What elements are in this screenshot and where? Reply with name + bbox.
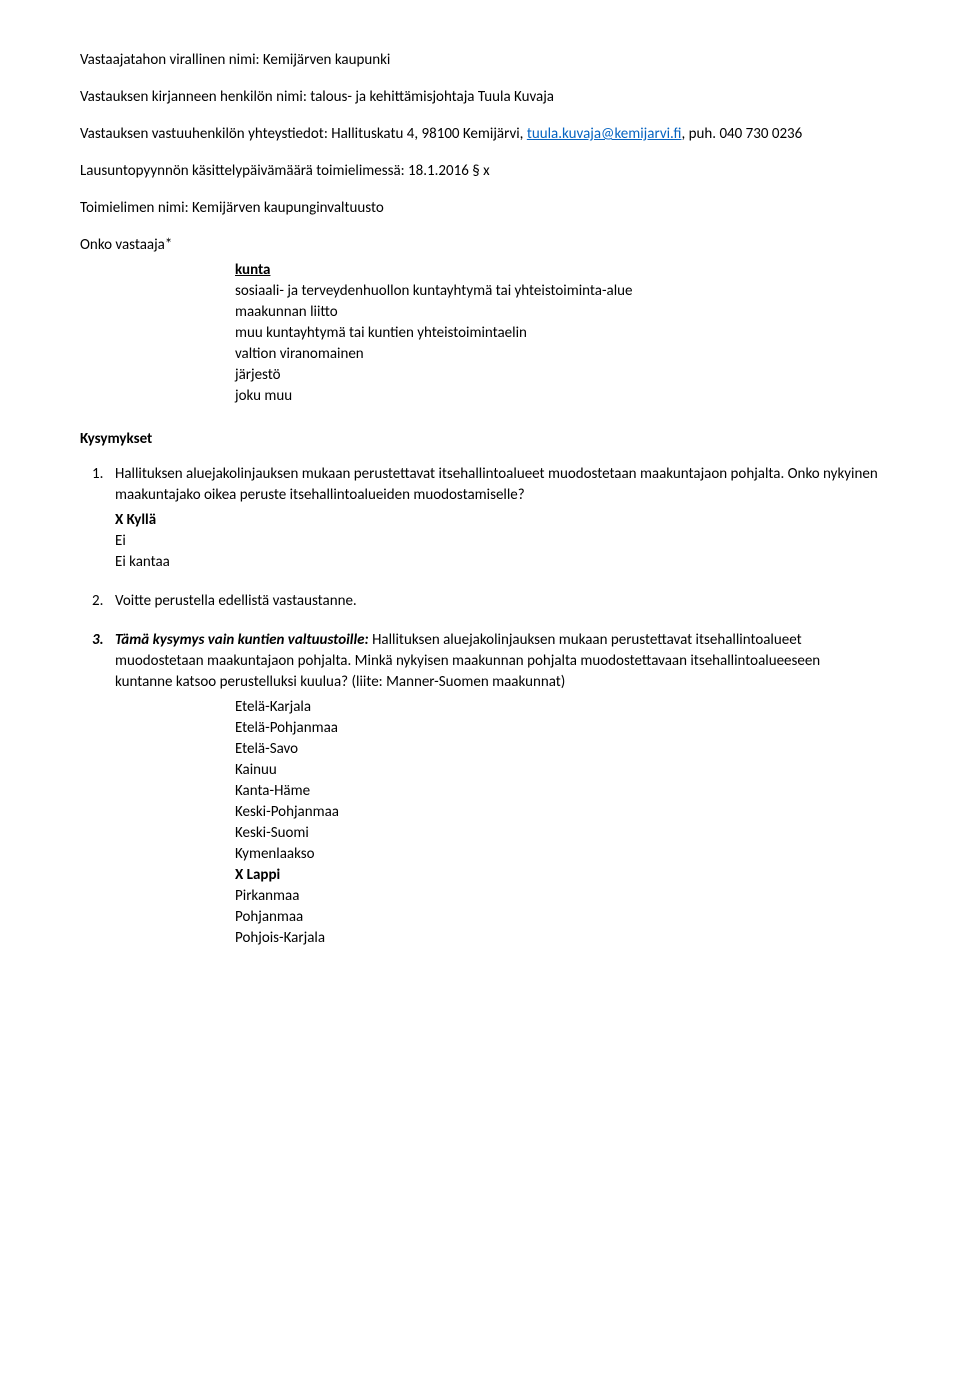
intro-line-4: Lausuntopyynnön käsittelypäivämäärä toim… [80, 161, 880, 182]
region-keski-suomi: Keski-Suomi [235, 823, 880, 844]
q2-text: Voitte perustella edellistä vastaustanne… [115, 592, 357, 610]
region-kainuu: Kainuu [235, 760, 880, 781]
option-jarjesto: järjestö [235, 365, 880, 386]
email-link[interactable]: tuula.kuvaja@kemijarvi.fi [527, 125, 682, 143]
option-maakunta: maakunnan liitto [235, 302, 880, 323]
intro-line-2: Vastauksen kirjanneen henkilön nimi: tal… [80, 87, 880, 108]
intro-line-6: Onko vastaaja* [80, 235, 880, 256]
region-pohjois-karjala: Pohjois-Karjala [235, 928, 880, 949]
contact-suffix: , puh. 040 730 0236 [681, 125, 802, 143]
q1-answer-no: Ei [115, 531, 880, 552]
q1-text: Hallituksen aluejakolinjauksen mukaan pe… [115, 465, 878, 504]
option-sote: sosiaali- ja terveydenhuollon kuntayhtym… [235, 281, 880, 302]
questions-heading: Kysymykset [80, 429, 880, 450]
region-lappi: X Lappi [235, 865, 880, 886]
intro-line-5: Toimielimen nimi: Kemijärven kaupunginva… [80, 198, 880, 219]
intro-line-1: Vastaajatahon virallinen nimi: Kemijärve… [80, 50, 880, 71]
contact-prefix: Vastauksen vastuuhenkilön yhteystiedot: … [80, 125, 527, 143]
option-muu-kuntayhtyma: muu kuntayhtymä tai kuntien yhteistoimin… [235, 323, 880, 344]
region-keski-pohjanmaa: Keski-Pohjanmaa [235, 802, 880, 823]
q3-emphasis: Tämä kysymys vain kuntien valtuustoille: [115, 631, 369, 649]
question-3: Tämä kysymys vain kuntien valtuustoille:… [80, 630, 880, 949]
intro-line-3: Vastauksen vastuuhenkilön yhteystiedot: … [80, 124, 880, 145]
q1-answers: X Kyllä Ei Ei kantaa [115, 510, 880, 573]
region-pirkanmaa: Pirkanmaa [235, 886, 880, 907]
region-etela-pohjanmaa: Etelä-Pohjanmaa [235, 718, 880, 739]
question-2: Voitte perustella edellistä vastaustanne… [80, 591, 880, 612]
questions-list: Hallituksen aluejakolinjauksen mukaan pe… [80, 464, 880, 949]
q1-answer-none: Ei kantaa [115, 552, 880, 573]
region-etela-savo: Etelä-Savo [235, 739, 880, 760]
question-1: Hallituksen aluejakolinjauksen mukaan pe… [80, 464, 880, 573]
q1-answer-yes: X Kyllä [115, 510, 880, 531]
respondent-options: kunta sosiaali- ja terveydenhuollon kunt… [235, 260, 880, 407]
option-valtio: valtion viranomainen [235, 344, 880, 365]
region-kanta-hame: Kanta-Häme [235, 781, 880, 802]
option-kunta: kunta [235, 260, 880, 281]
q3-regions: Etelä-Karjala Etelä-Pohjanmaa Etelä-Savo… [235, 697, 880, 949]
region-kymenlaakso: Kymenlaakso [235, 844, 880, 865]
region-pohjanmaa: Pohjanmaa [235, 907, 880, 928]
region-etela-karjala: Etelä-Karjala [235, 697, 880, 718]
option-joku-muu: joku muu [235, 386, 880, 407]
